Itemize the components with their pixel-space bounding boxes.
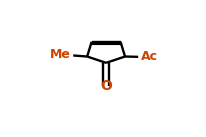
Text: Me: Me	[50, 48, 70, 61]
Text: Ac: Ac	[140, 50, 157, 63]
Text: O: O	[100, 79, 111, 93]
